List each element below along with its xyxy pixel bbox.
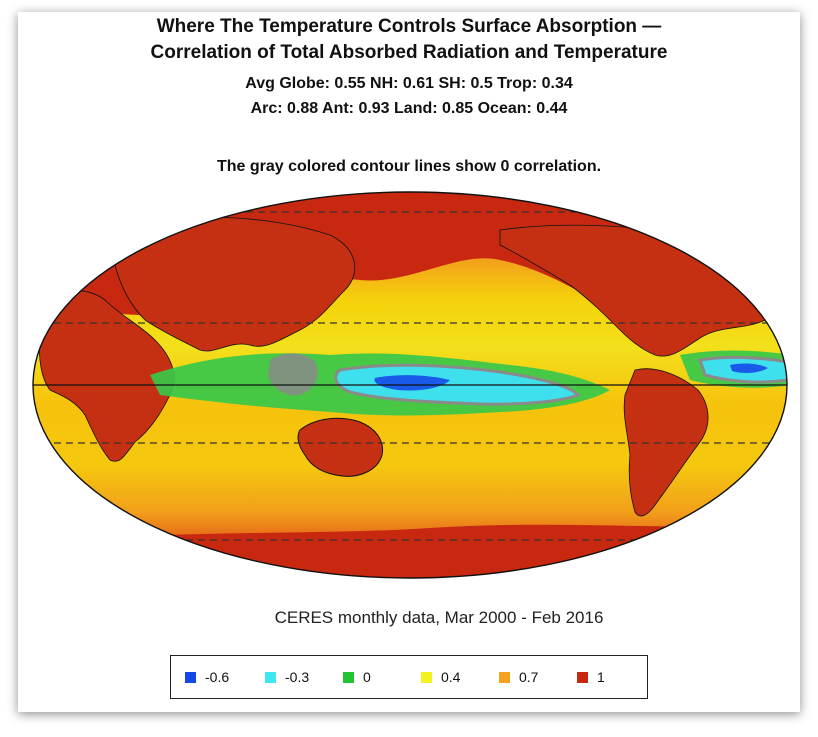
legend-swatch [185, 671, 196, 683]
south-america-land [623, 368, 709, 517]
legend-swatch [343, 671, 354, 683]
legend-label: 0.7 [519, 669, 539, 685]
australia-land [297, 417, 384, 477]
globe-outline [32, 191, 788, 579]
legend-swatch [577, 671, 588, 683]
color-legend: -0.6 -0.3 0 0.4 0.7 1 [170, 655, 648, 699]
stats-line-2: Arc: 0.88 Ant: 0.93 Land: 0.85 Ocean: 0.… [250, 100, 568, 117]
legend-swatch [499, 671, 510, 683]
legend-item: 0 [343, 669, 371, 685]
antarctic-region [33, 524, 787, 578]
map-svg [32, 191, 788, 579]
asia-land [114, 216, 356, 352]
legend-label: 0.4 [441, 669, 461, 685]
legend-item: 1 [577, 669, 605, 685]
title-line-1: Where The Temperature Controls Surface A… [156, 16, 662, 37]
legend-swatch [421, 671, 432, 683]
legend-label: 0 [363, 669, 371, 685]
map-field [33, 192, 787, 578]
world-correlation-map [30, 190, 790, 582]
atlantic-blue-core [730, 363, 768, 373]
legend-swatch [265, 671, 276, 683]
data-source-caption: CERES monthly data, Mar 2000 - Feb 2016 [274, 608, 604, 627]
contour-note: The gray colored contour lines show 0 co… [216, 158, 602, 175]
legend-item: -0.3 [265, 669, 309, 685]
legend-label: 1 [597, 669, 605, 685]
africa-europe-land [39, 290, 175, 462]
pacific-blue-core [374, 375, 450, 391]
legend-item: 0.7 [499, 669, 538, 685]
title-line-2: Correlation of Total Absorbed Radiation … [150, 42, 668, 63]
stats-line-1: Avg Globe: 0.55 NH: 0.61 SH: 0.5 Trop: 0… [245, 75, 573, 92]
legend-label: -0.3 [285, 669, 310, 685]
legend-label: -0.6 [205, 669, 230, 685]
legend-item: 0.4 [421, 669, 460, 685]
legend-item: -0.6 [185, 669, 229, 685]
